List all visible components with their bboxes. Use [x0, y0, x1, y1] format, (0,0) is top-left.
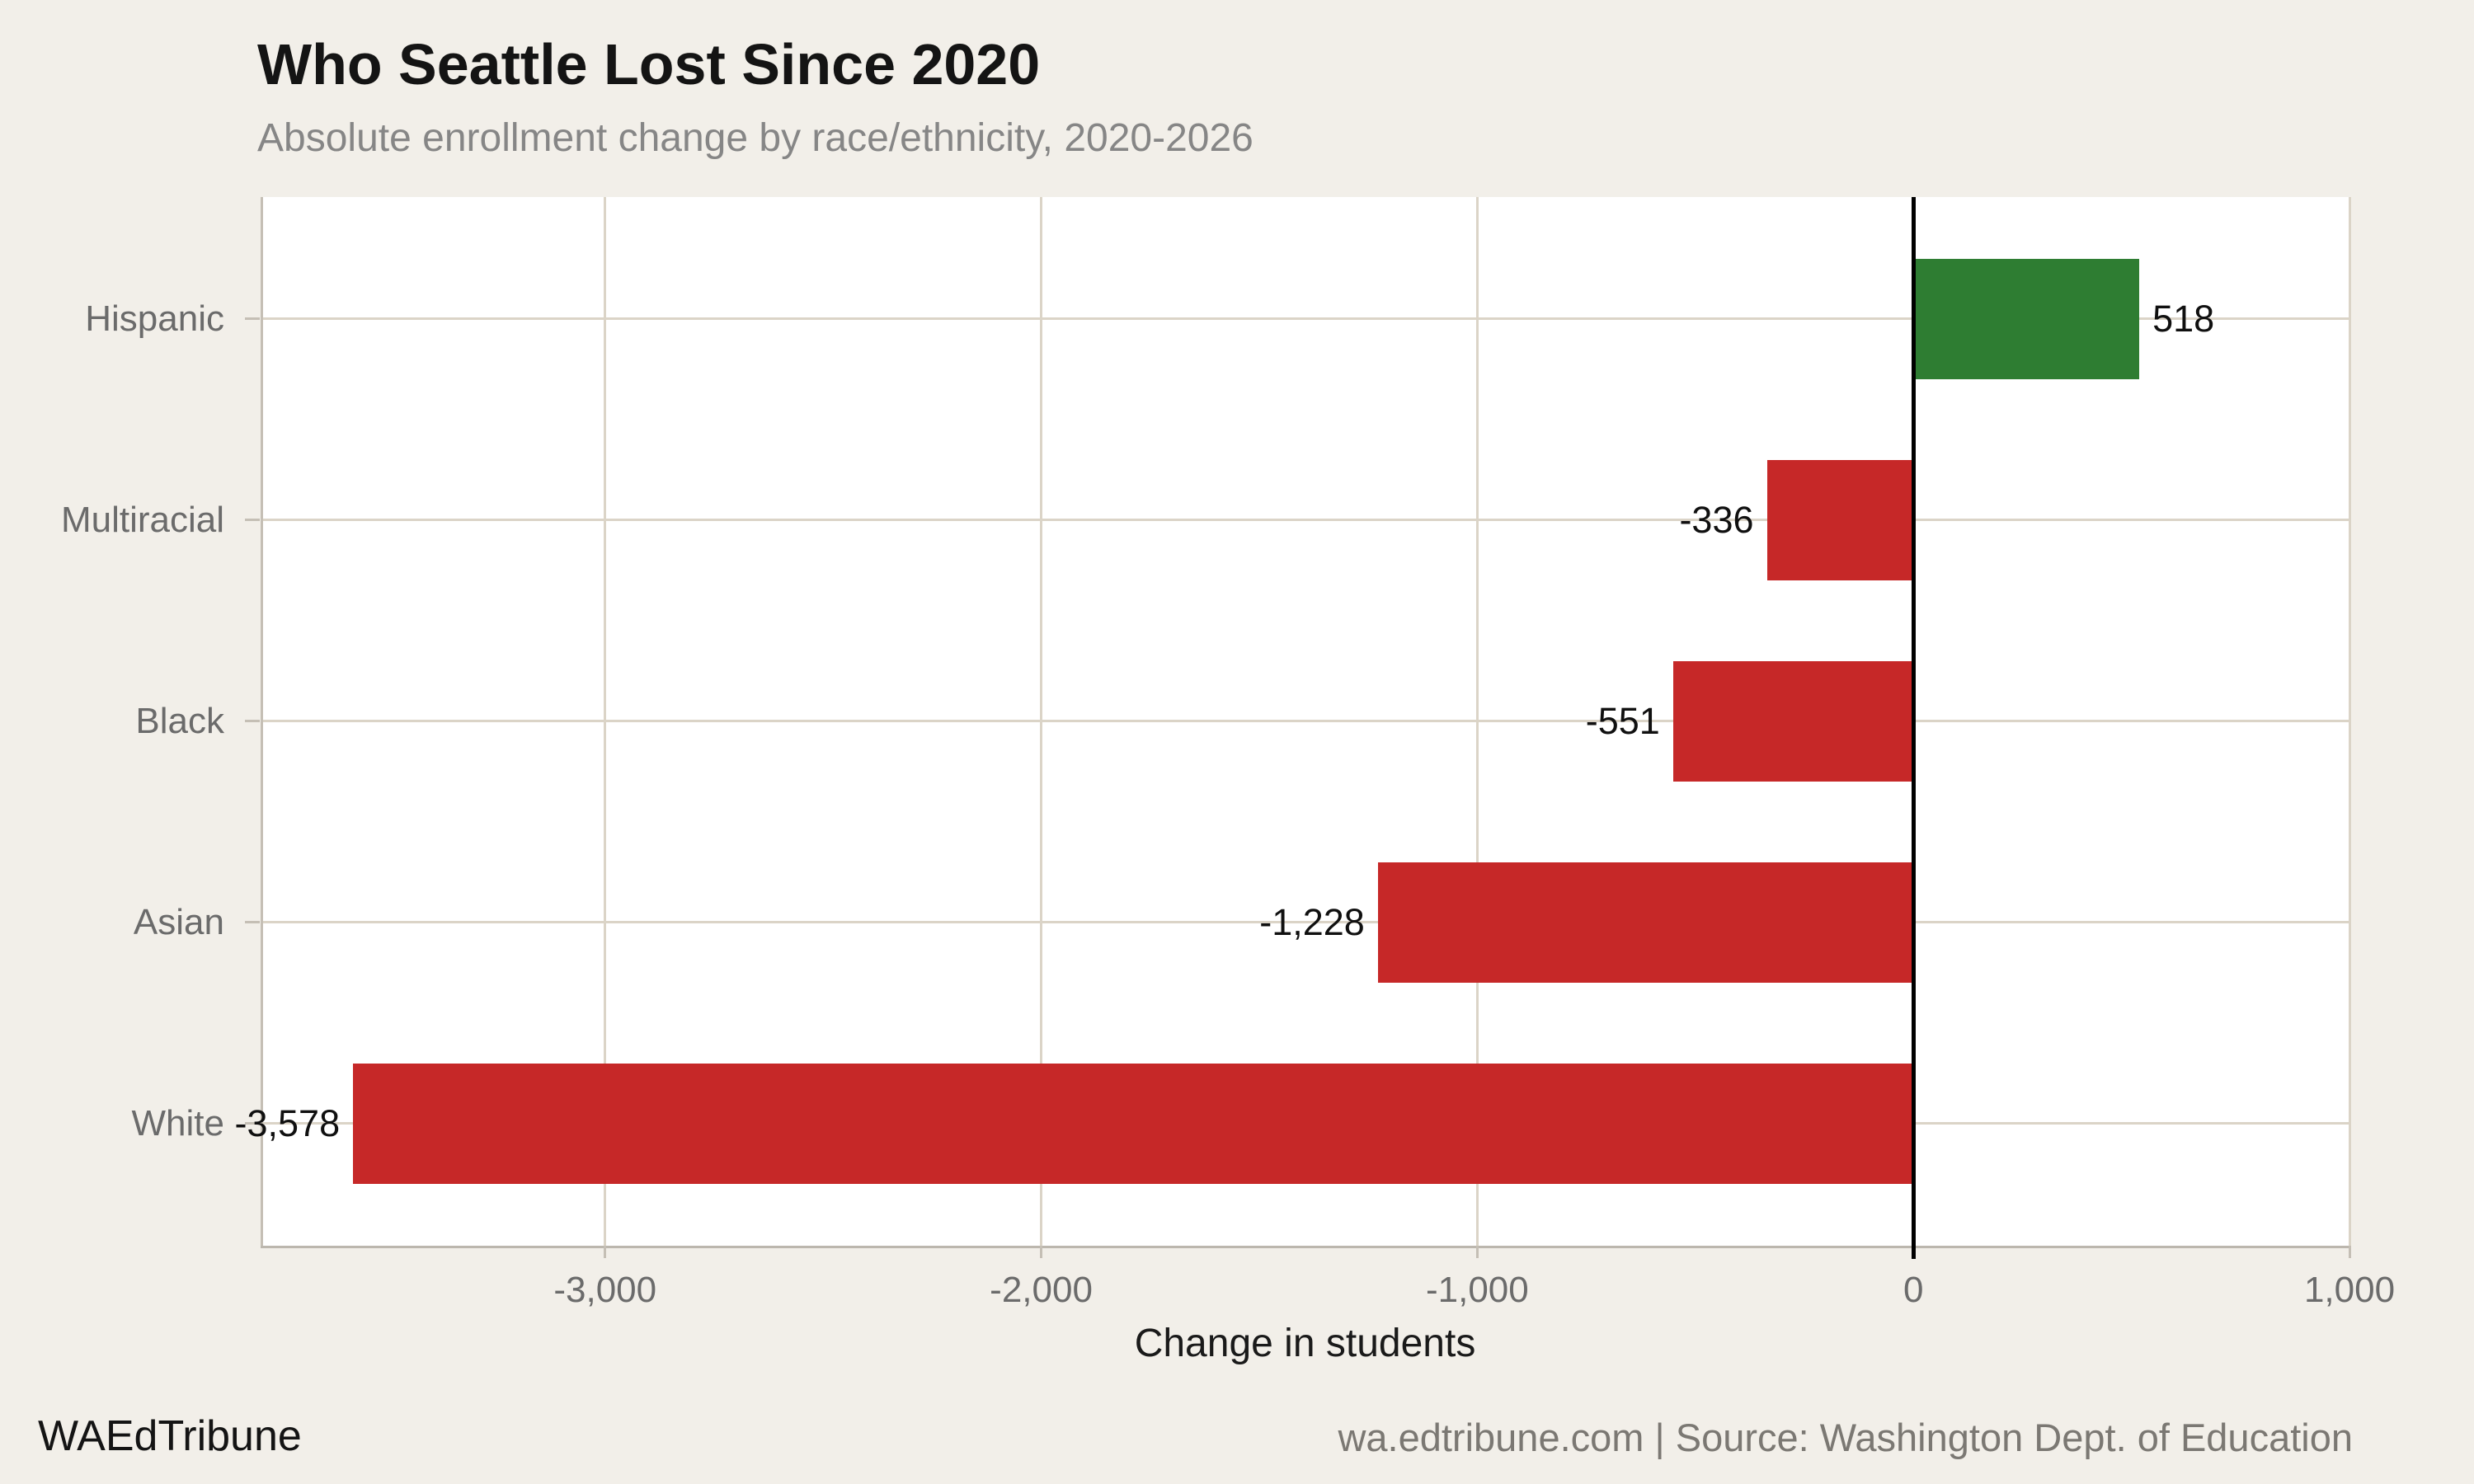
x-tick-mark — [2348, 1246, 2351, 1258]
y-category-label-hispanic: Hispanic — [85, 298, 224, 339]
plot-area: 518 -336 -551 -1,228 -3,578 — [235, 197, 2351, 1259]
chart-title: Who Seattle Lost Since 2020 — [257, 32, 1041, 96]
bar-multiracial — [1766, 459, 1914, 580]
x-tick-mark — [1040, 1246, 1043, 1258]
bar-value-label: -551 — [1585, 699, 1660, 742]
bar-value-label: 518 — [2152, 297, 2215, 340]
bar-white — [353, 1063, 1914, 1184]
y-category-label-white: White — [131, 1102, 224, 1144]
y-tick-mark — [245, 921, 260, 923]
x-tick-mark — [604, 1246, 607, 1258]
gridline-vertical — [604, 197, 607, 1246]
y-tick-mark — [245, 720, 260, 722]
footer-source: wa.edtribune.com | Source: Washington De… — [1338, 1416, 2353, 1459]
gridline-horizontal — [261, 317, 2349, 320]
x-tick-label: 0 — [1903, 1270, 1924, 1310]
chart-subtitle: Absolute enrollment change by race/ethni… — [257, 116, 1253, 160]
y-category-label-black: Black — [135, 700, 224, 741]
gridline-vertical — [1040, 197, 1043, 1246]
x-tick-label: -2,000 — [990, 1270, 1093, 1310]
gridline-horizontal — [261, 921, 2349, 923]
gridline-vertical — [1475, 197, 1479, 1246]
x-tick-label: -3,000 — [553, 1270, 657, 1310]
bar-black — [1672, 660, 1914, 782]
footer-brand: WAEdTribune — [38, 1412, 302, 1460]
y-tick-mark — [245, 1122, 260, 1125]
zero-line — [1911, 197, 1916, 1259]
bar-asian — [1377, 862, 1914, 983]
x-tick-mark — [1475, 1246, 1479, 1258]
y-category-label-multiracial: Multiracial — [60, 499, 224, 540]
gridline-horizontal — [261, 519, 2349, 521]
x-axis-title: Change in students — [1134, 1322, 1476, 1365]
gridline-horizontal — [261, 720, 2349, 722]
y-tick-mark — [245, 317, 260, 320]
x-tick-label: 1,000 — [2303, 1270, 2396, 1310]
bar-value-label: -1,228 — [1259, 900, 1365, 943]
bar-value-label: -336 — [1679, 498, 1754, 541]
bar-value-label: -3,578 — [234, 1101, 341, 1144]
y-axis-line — [261, 197, 263, 1246]
x-axis-line — [261, 1246, 2349, 1248]
x-tick-label: -1,000 — [1425, 1270, 1529, 1310]
y-tick-mark — [245, 519, 260, 521]
bar-hispanic — [1913, 258, 2140, 379]
y-category-label-asian: Asian — [133, 901, 224, 942]
gridline-vertical — [2348, 197, 2351, 1246]
